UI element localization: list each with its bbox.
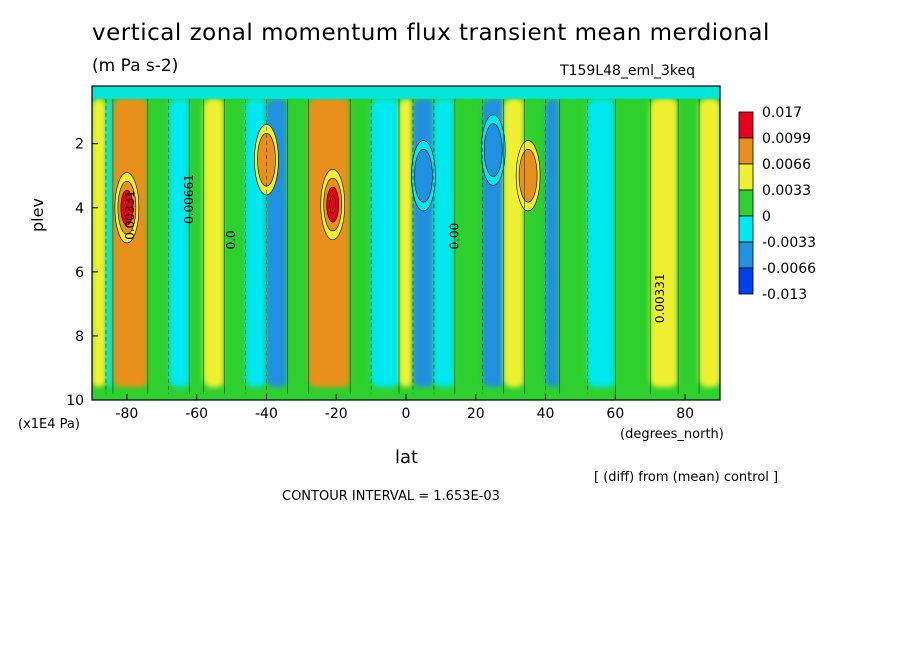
band-3 (147, 98, 169, 388)
top-layer (92, 86, 720, 99)
color-legend: 0.017 0.0099 0.0066 0.0033 0 -0.0033 -0.0066 -0… (738, 105, 816, 303)
run-id: T159L48_eml_3keq (560, 63, 696, 79)
band-22 (559, 98, 588, 388)
legend-label: -0.0066 (762, 261, 816, 277)
band-17 (454, 98, 483, 388)
band-0 (92, 98, 106, 388)
chart-units: (m Pa s-2) (92, 56, 179, 76)
contour-interval: CONTOUR INTERVAL = 1.653E-03 (282, 489, 500, 504)
x-tick-label: 20 (467, 406, 485, 422)
contour-label: 0.0 (224, 230, 238, 249)
band-26 (678, 98, 700, 388)
band-27 (699, 98, 720, 388)
heatmap-field: 0.00331 0.00661 0.0 0.00 0.00331 (92, 86, 720, 400)
band-21 (545, 98, 560, 388)
contour-label: 0.00 (447, 223, 461, 250)
band-4 (168, 98, 190, 388)
band-7 (224, 98, 246, 388)
legend-swatch (738, 111, 754, 139)
x-tick-label: -20 (325, 406, 348, 422)
x-axis-label: lat (395, 447, 419, 468)
legend-label: -0.0033 (762, 235, 816, 251)
band-24 (615, 98, 651, 388)
band-5 (189, 98, 204, 388)
legend-label: 0.0033 (762, 183, 811, 199)
y-axis: 2 4 6 8 10 (66, 137, 98, 409)
band-12 (350, 98, 372, 388)
band-13 (371, 98, 400, 388)
y-axis-units: (x1E4 Pa) (18, 417, 80, 432)
legend-label: -0.013 (762, 287, 807, 303)
x-tick-label: 40 (537, 406, 555, 422)
hotspot-1-level-2 (120, 189, 134, 226)
hotspot-0-level-3 (329, 195, 337, 214)
contour-label: 0.00331 (123, 190, 137, 240)
legend-swatch (738, 189, 754, 217)
legend-label: 0 (762, 209, 771, 225)
band-19 (503, 98, 525, 388)
band-14 (399, 98, 413, 388)
band-10 (287, 98, 309, 388)
y-tick-label: 6 (75, 265, 84, 281)
x-axis-units: (degrees_north) (620, 427, 724, 442)
x-tick-label: 0 (402, 406, 411, 422)
contour-label: 0.00331 (653, 273, 667, 323)
hotspot-5-level-1 (414, 149, 433, 203)
y-tick-label: 2 (75, 137, 84, 153)
band-1 (105, 98, 113, 388)
y-axis-label: plev (28, 198, 47, 232)
legend-swatch (738, 215, 754, 243)
band-2 (112, 98, 148, 388)
band-16 (433, 98, 455, 388)
band-6 (203, 98, 225, 388)
contour-label: 0.00661 (182, 174, 196, 224)
legend-label: 0.017 (762, 105, 802, 121)
legend-label: 0.0066 (762, 157, 811, 173)
chart-title: vertical zonal momentum flux transient m… (92, 20, 770, 46)
x-tick-label: 60 (606, 406, 624, 422)
x-tick-label: -60 (185, 406, 208, 422)
x-tick-label: 80 (676, 406, 694, 422)
legend-swatch (738, 241, 754, 269)
band-23 (587, 98, 616, 388)
band-11 (308, 98, 351, 388)
difference-note: [ (diff) from (mean) control ] (594, 470, 779, 485)
x-tick-label: -40 (255, 406, 278, 422)
legend-swatch (738, 267, 754, 295)
legend-swatch (738, 163, 754, 191)
legend-label: 0.0099 (762, 131, 811, 147)
x-tick-label: -80 (115, 406, 138, 422)
y-tick-label: 8 (75, 329, 84, 345)
hotspot-4-level-1 (483, 123, 503, 177)
hotspot-2-level-1 (518, 149, 538, 203)
x-axis: -80 -60 -40 -20 0 20 40 60 80 (115, 394, 694, 422)
y-tick-label: 4 (75, 201, 84, 217)
y-tick-label: 10 (66, 393, 84, 409)
legend-swatch (738, 137, 754, 165)
band-25 (650, 98, 679, 388)
